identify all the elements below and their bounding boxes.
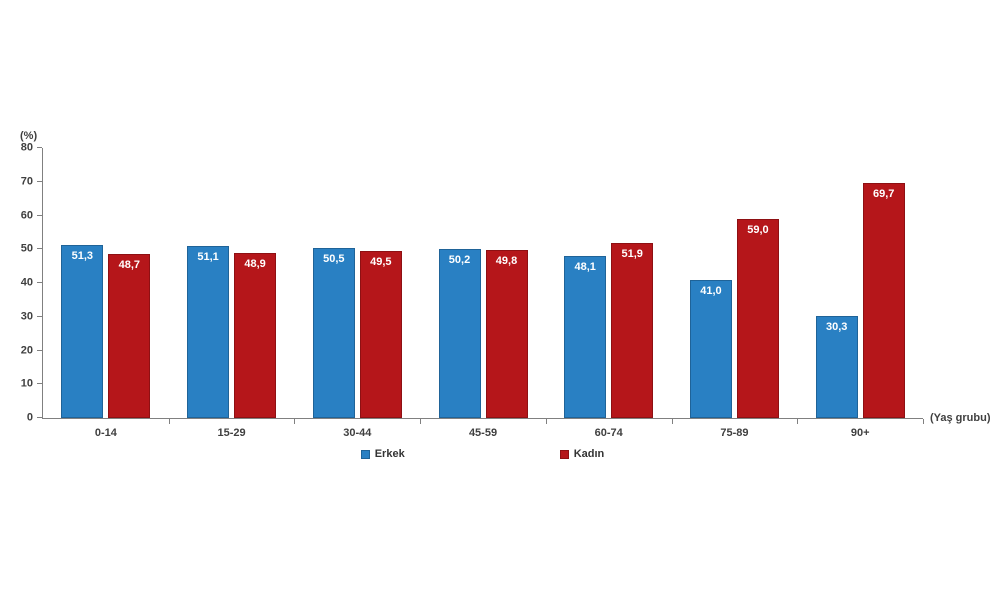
y-tick-label: 10	[20, 377, 33, 390]
legend-item-erkek: Erkek	[360, 448, 405, 460]
y-tick-mark	[37, 248, 42, 250]
bar-value-label: 69,7	[872, 187, 895, 200]
legend-swatch-icon	[360, 449, 370, 459]
bar-value-label: 49,8	[495, 254, 518, 267]
x-category-label: 30-44	[343, 427, 372, 439]
bar-kadın-90+: 69,7	[862, 182, 905, 418]
bar-erkek-90+: 30,3	[815, 315, 858, 418]
x-category-label: 75-89	[720, 427, 749, 439]
y-tick-label: 60	[20, 209, 33, 221]
y-tick-mark	[37, 214, 42, 216]
bar-group-60-74: 48,1 51,9 60-74	[546, 148, 672, 439]
bar-value-label: 51,1	[197, 250, 219, 263]
x-category-label: 90+	[850, 427, 870, 439]
plot-area: 0 10 20 30 40 50 60 70 80 51,3 48,7 0-14 51,1 48,9 15…	[21, 142, 924, 439]
y-tick-mark	[37, 349, 42, 351]
bar-value-label: 51,9	[621, 247, 643, 260]
bar-value-label: 48,9	[244, 257, 266, 270]
bar-erkek-15-29: 51,1	[187, 245, 230, 418]
bar-group-30-44: 50,5 49,5 30-44	[294, 148, 420, 439]
legend-label: Erkek	[374, 448, 405, 460]
bar-erkek-45-59: 50,2	[438, 248, 481, 418]
bar-group-0-14: 51,3 48,7 0-14	[43, 148, 169, 439]
bar-value-label: 49,5	[370, 255, 392, 268]
y-tick-mark	[37, 383, 42, 385]
y-tick-label: 40	[20, 276, 33, 289]
legend-item-kadın: Kadın	[559, 448, 605, 460]
x-tick-mark	[420, 419, 422, 424]
legend-swatch-icon	[559, 449, 569, 459]
y-axis-unit-label: (%)	[20, 130, 38, 142]
bar-kadın-30-44: 49,5	[359, 250, 402, 418]
bar-value-label: 48,1	[574, 260, 596, 273]
y-tick-mark	[37, 180, 42, 182]
y-tick-mark	[37, 282, 42, 283]
y-tick-label: 80	[20, 141, 33, 154]
bar-group-75-89: 41,0 59,0 75-89	[672, 148, 798, 439]
legend-label: Kadın	[573, 448, 605, 460]
x-axis-title: (Yaş grubu)	[930, 412, 991, 424]
bar-kadın-75-89: 59,0	[736, 218, 779, 418]
legend: Erkek Kadın	[42, 448, 923, 460]
bar-group-45-59: 50,2 49,8 45-59	[420, 148, 546, 439]
bar-erkek-0-14: 51,3	[61, 244, 104, 418]
y-tick-label: 30	[20, 310, 33, 323]
y-tick-mark	[37, 147, 42, 148]
bar-erkek-60-74: 48,1	[564, 255, 607, 418]
y-tick-label: 50	[20, 242, 33, 255]
bar-kadın-15-29: 48,9	[234, 252, 277, 418]
x-tick-mark	[294, 419, 296, 424]
x-category-label: 15-29	[217, 427, 246, 439]
bar-value-label: 51,3	[71, 249, 94, 262]
y-tick-label: 0	[26, 411, 33, 424]
bar-value-label: 50,2	[448, 253, 471, 266]
bar-value-label: 48,7	[118, 258, 141, 271]
bar-kadın-60-74: 51,9	[611, 242, 654, 418]
bar-erkek-30-44: 50,5	[312, 247, 355, 418]
x-tick-mark	[923, 419, 924, 424]
bar-value-label: 59,0	[747, 223, 769, 236]
y-tick-label: 70	[20, 175, 33, 188]
bar-groups: 51,3 48,7 0-14 51,1 48,9 15-29 50,5 49,5 30-44 50…	[43, 148, 923, 439]
y-tick-mark	[37, 417, 42, 418]
bar-kadın-45-59: 49,8	[485, 249, 528, 418]
x-tick-mark	[797, 419, 799, 424]
x-tick-mark	[671, 419, 673, 424]
x-tick-mark	[168, 419, 170, 424]
x-tick-mark	[545, 419, 547, 424]
bar-value-label: 30,3	[825, 320, 848, 333]
bar-erkek-75-89: 41,0	[689, 279, 732, 418]
y-tick-label: 20	[20, 344, 33, 356]
y-tick-mark	[37, 315, 42, 317]
bar-value-label: 41,0	[700, 284, 722, 297]
bar-group-15-29: 51,1 48,9 15-29	[169, 148, 295, 439]
bar-kadın-0-14: 48,7	[108, 253, 151, 418]
x-category-label: 0-14	[94, 427, 117, 439]
bar-value-label: 50,5	[323, 252, 345, 265]
x-category-label: 60-74	[594, 427, 623, 439]
bar-group-90+: 30,3 69,7 90+	[797, 148, 923, 439]
x-category-label: 45-59	[468, 427, 498, 439]
